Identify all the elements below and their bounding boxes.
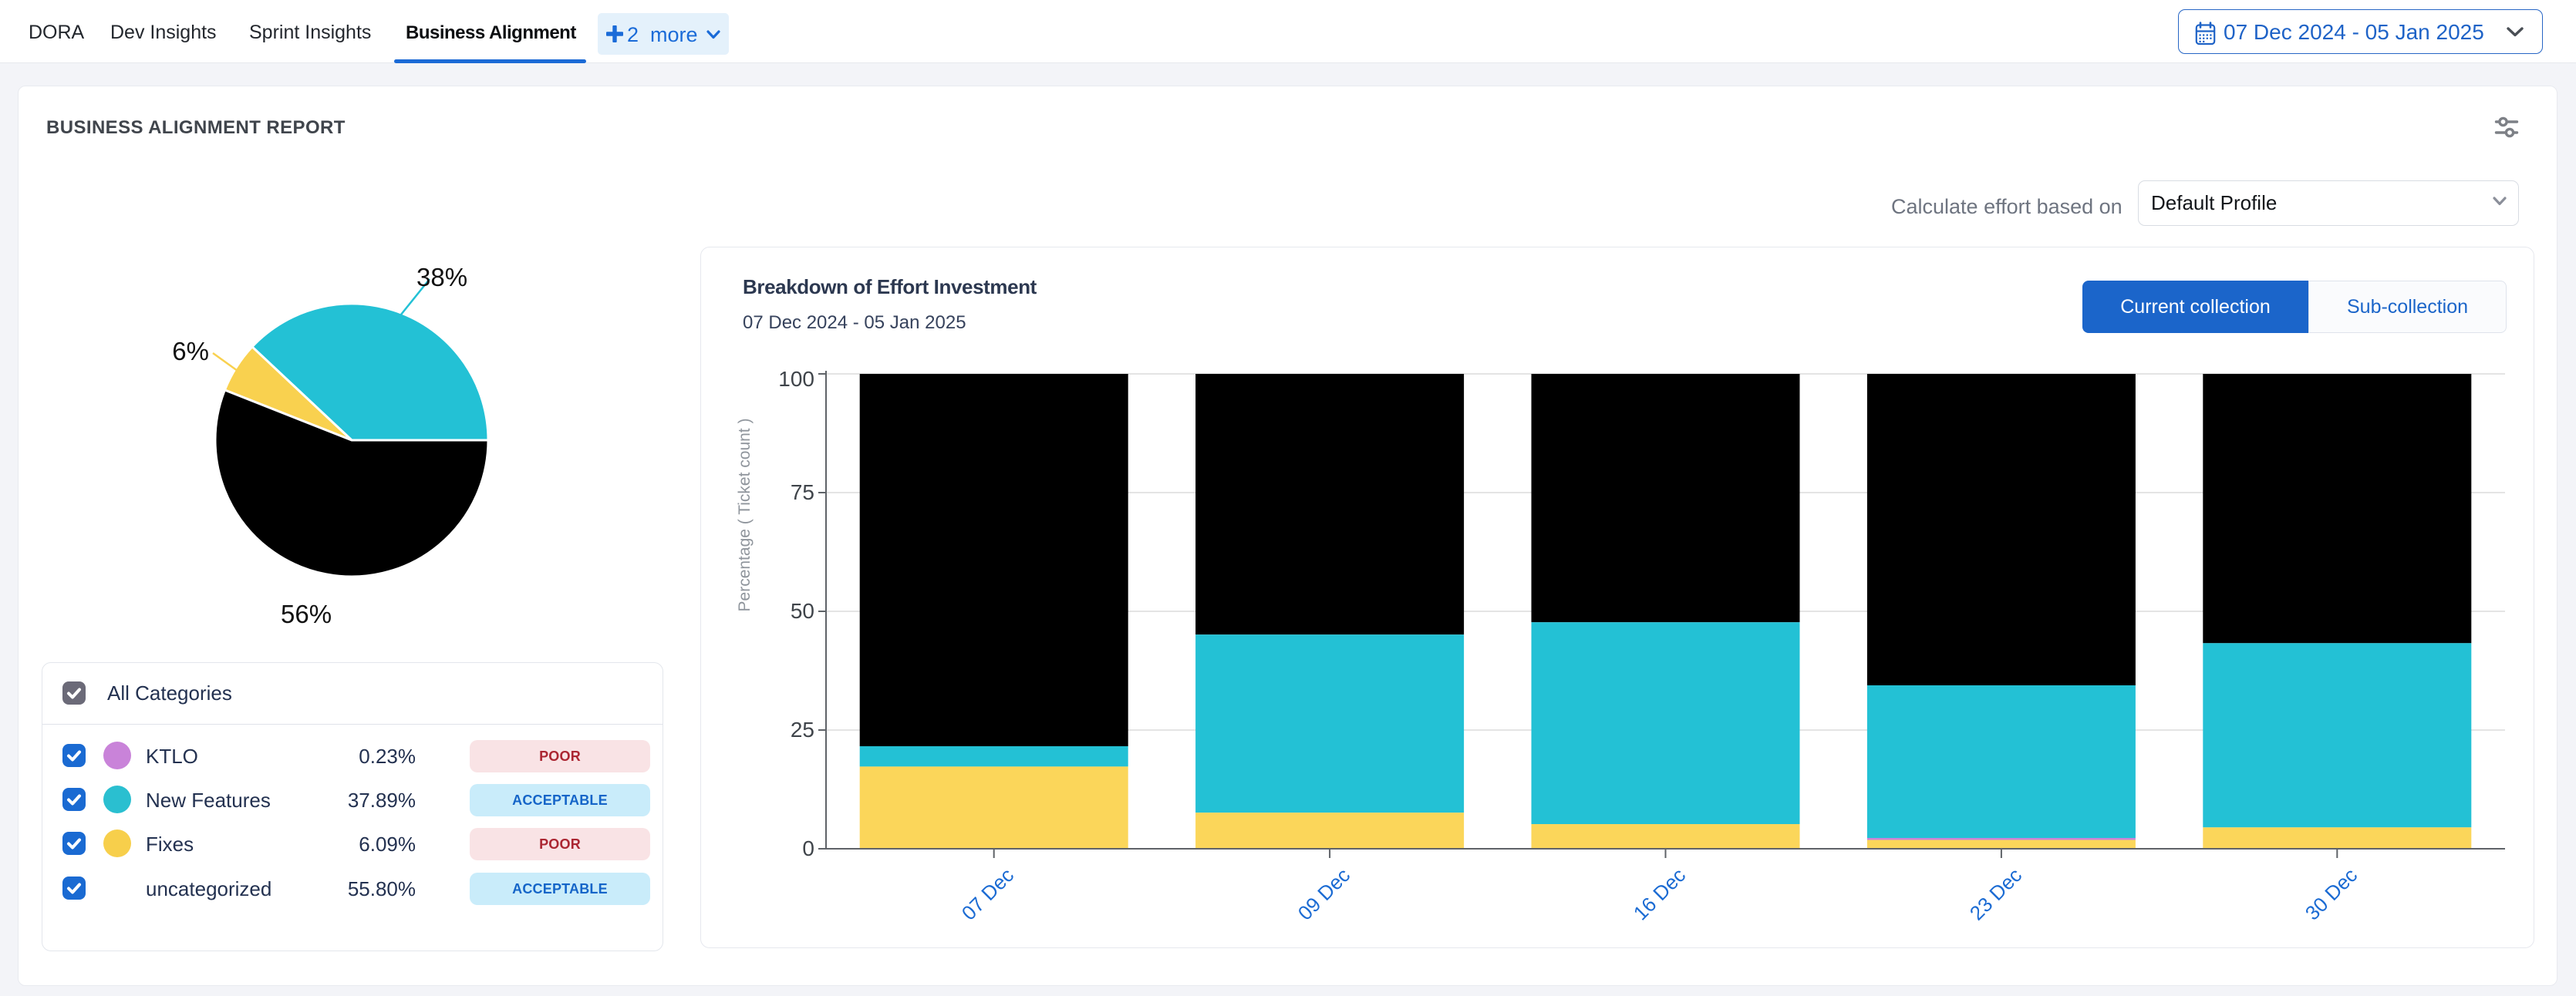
- svg-text:09 Dec: 09 Dec: [1293, 863, 1354, 924]
- svg-text:07 Dec: 07 Dec: [957, 863, 1018, 924]
- svg-text:38%: 38%: [416, 263, 467, 291]
- svg-text:56%: 56%: [281, 600, 332, 628]
- svg-text:23 Dec: 23 Dec: [1965, 863, 2026, 924]
- svg-text:6%: 6%: [172, 337, 209, 365]
- svg-text:Percentage ( Ticket count ): Percentage ( Ticket count ): [736, 419, 754, 612]
- svg-text:16 Dec: 16 Dec: [1629, 863, 1690, 924]
- svg-text:30 Dec: 30 Dec: [2301, 863, 2362, 924]
- svg-text:75: 75: [791, 480, 814, 504]
- svg-text:25: 25: [791, 718, 814, 742]
- svg-text:50: 50: [791, 599, 814, 623]
- svg-text:0: 0: [802, 836, 814, 860]
- svg-text:100: 100: [778, 367, 814, 391]
